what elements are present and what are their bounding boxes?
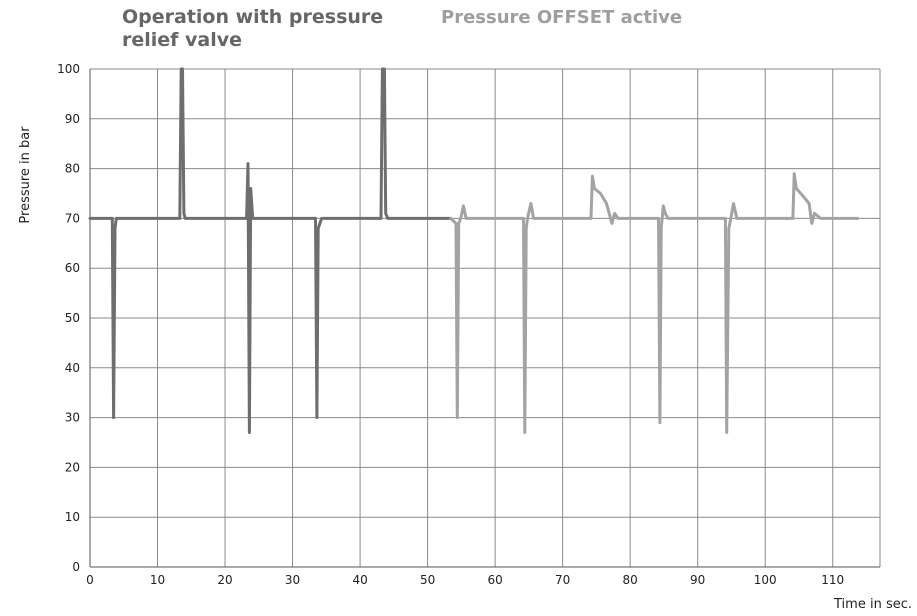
y-axis-label: Pressure in bar [18,126,33,224]
x-tick-label: 90 [690,573,705,587]
y-tick-label: 50 [65,311,80,325]
x-tick-label: 80 [623,573,638,587]
x-tick-label: 40 [352,573,367,587]
y-tick-label: 20 [65,460,80,474]
y-tick-label: 90 [65,112,80,126]
y-tick-label: 30 [65,411,80,425]
x-tick-label: 60 [487,573,502,587]
annotation-pressure-offset: Pressure OFFSET active [441,7,683,28]
x-tick-label: 20 [217,573,232,587]
series-line-2 [449,172,860,434]
x-tick-label: 10 [150,573,165,587]
y-tick-label: 100 [57,62,80,76]
y-tick-label: 10 [65,510,80,524]
y-tick-label: 40 [65,361,80,375]
x-axis-label: Time in sec. [833,597,912,612]
annotation-relief-valve: Operation with pressure relief valve [122,6,384,51]
y-tick-label: 60 [65,261,80,275]
x-tick-label: 0 [86,573,94,587]
y-tick-label: 80 [65,162,80,176]
y-tick-label: 0 [72,560,80,574]
x-tick-label: 110 [821,573,844,587]
series-line-1 [88,67,453,434]
y-tick-label: 70 [65,211,80,225]
x-tick-label: 30 [285,573,300,587]
x-tick-label: 70 [555,573,570,587]
x-tick-label: 100 [754,573,777,587]
x-tick-label: 50 [420,573,435,587]
